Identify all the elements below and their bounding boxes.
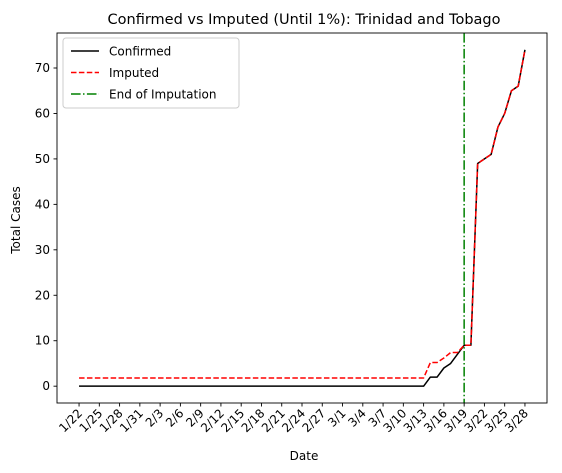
legend-box: [62, 37, 240, 109]
x-tick-label: 2/3: [143, 406, 167, 430]
y-tick-label: 0: [42, 379, 50, 393]
y-tick-label: 30: [35, 243, 50, 257]
legend-entry: Imputed: [109, 66, 159, 80]
x-tick-label: 1/31: [117, 406, 146, 435]
y-axis-label: Total Cases: [9, 186, 23, 254]
x-tick-label: 3/28: [502, 406, 531, 435]
y-tick-label: 20: [35, 288, 50, 302]
series-line-confirmed: [79, 49, 526, 387]
y-tick-label: 60: [35, 106, 50, 120]
chart-title: Confirmed vs Imputed (Until 1%): Trinida…: [108, 12, 501, 28]
y-tick-label: 50: [35, 152, 50, 166]
legend-entry: End of Imputation: [109, 88, 217, 102]
legend: Confirmed Imputed End of Imputation: [62, 37, 240, 109]
legend-entry: Confirmed: [109, 45, 171, 59]
series-line-imputed: [79, 49, 526, 379]
y-tick-label: 10: [35, 334, 50, 348]
x-tick-label: 3/1: [325, 406, 349, 430]
y-tick-label: 70: [35, 61, 50, 75]
y-tick-label: 40: [35, 197, 50, 211]
x-tick-label: 2/27: [299, 406, 328, 435]
x-tick-label: 2/6: [163, 406, 187, 430]
x-tick-label: 3/4: [345, 406, 369, 430]
x-axis-label: Date: [290, 449, 319, 463]
